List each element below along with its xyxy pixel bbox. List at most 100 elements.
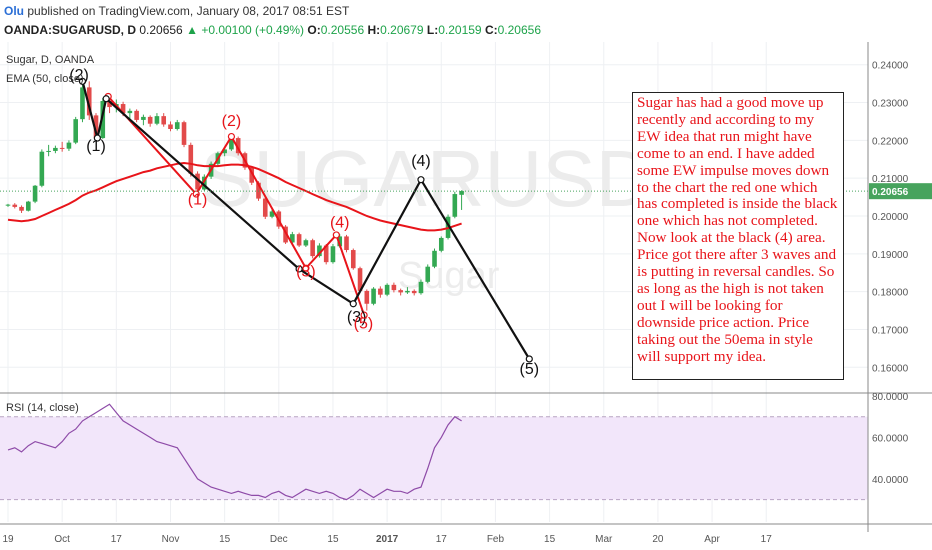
candle-body — [411, 290, 417, 294]
candle-body — [438, 237, 444, 251]
candle-body — [344, 236, 349, 251]
candle-body — [80, 87, 85, 120]
open-value: 0.20556 — [320, 23, 365, 37]
candle-body — [418, 281, 424, 294]
candle-body — [168, 124, 173, 129]
candle-body — [100, 101, 106, 139]
y-tick-label: 0.16000 — [872, 363, 909, 374]
x-tick-label: Mar — [595, 534, 613, 545]
candle-body — [154, 116, 160, 124]
y-tick-label: 0.17000 — [872, 325, 909, 336]
candle-body — [188, 144, 194, 174]
high-value: 0.20679 — [380, 23, 424, 37]
candle-body — [222, 149, 227, 154]
candle-body — [202, 176, 207, 190]
red-wave-point — [302, 264, 310, 272]
candle-body — [405, 290, 410, 293]
symbol: OANDA:SUGARUSD, D — [4, 23, 136, 37]
black-wave-point — [349, 300, 357, 308]
published-text: published on TradingView.com, January 08… — [27, 4, 350, 18]
y-tick-label: 0.20000 — [872, 212, 909, 223]
publish-line: Olu published on TradingView.com, Januar… — [4, 4, 349, 18]
candle-body — [452, 194, 458, 217]
x-tick-label: 17 — [111, 534, 123, 545]
candle-body — [378, 288, 383, 295]
wave-label: (4) — [411, 153, 431, 170]
candle-body — [53, 147, 58, 151]
wave-label: (2) — [222, 113, 242, 130]
candle-body — [364, 290, 370, 304]
x-tick-label: Oct — [54, 534, 70, 545]
x-tick-label: 15 — [544, 534, 556, 545]
high-label: H: — [367, 23, 381, 37]
candle-body — [350, 250, 356, 269]
candle-body — [46, 150, 51, 152]
candle-body — [26, 201, 31, 211]
change-value: +0.00100 (+0.49%) — [201, 23, 305, 37]
chart-area[interactable]: SUGARUSD, Sugar (2)(1)(2)(1)(4)(3)(3)(5)… — [0, 42, 932, 550]
candle-body — [12, 204, 18, 207]
candle-body — [269, 211, 275, 217]
x-tick-label: 17 — [436, 534, 448, 545]
candle-body — [195, 173, 200, 190]
x-tick-label: Feb — [487, 534, 505, 545]
candle-body — [5, 204, 11, 206]
black-wave-point — [417, 176, 425, 184]
red-wave-point — [332, 231, 340, 239]
candle-body — [86, 87, 92, 116]
wave-label: (3) — [296, 264, 316, 281]
black-wave-point — [525, 355, 533, 363]
candle-body — [147, 116, 153, 124]
wave-lines — [78, 77, 533, 363]
current-price-tag — [869, 183, 932, 200]
candle-body — [303, 240, 309, 246]
y-tick-label: 0.18000 — [872, 288, 909, 299]
candle-body — [290, 234, 295, 243]
candle-body — [73, 119, 78, 143]
author-name[interactable]: Olu — [4, 4, 24, 18]
candle-body — [384, 284, 390, 295]
current-price-label: 0.20656 — [872, 187, 909, 198]
low-label: L: — [426, 23, 439, 37]
ema-50-line — [7, 161, 462, 232]
candle-body — [93, 115, 99, 139]
candle-body — [249, 167, 255, 183]
candle-body — [174, 122, 180, 129]
candle-body — [161, 116, 167, 125]
close-value: 0.20656 — [497, 23, 542, 37]
x-tick-label: Apr — [704, 534, 720, 545]
wave-label: (1) — [188, 192, 208, 209]
candle-body — [330, 246, 336, 263]
wave-label: (5) — [520, 361, 540, 378]
candle-body — [39, 151, 45, 186]
rsi-legend: RSI (14, close) — [6, 402, 79, 414]
black-wave-point — [102, 95, 110, 103]
candle-body — [256, 182, 261, 199]
candle-body — [235, 138, 241, 154]
x-tick-label: Dec — [270, 534, 288, 545]
x-tick-label: 20 — [652, 534, 664, 545]
rsi-tick-label: 40.0000 — [872, 475, 909, 486]
wave-labels: (2)(1)(2)(1)(4)(3)(3)(5)(4)(5) — [69, 67, 539, 378]
candle-body — [296, 234, 302, 246]
candle-body — [459, 191, 464, 195]
symbol-line: OANDA:SUGARUSD, D 0.20656 ▲ +0.00100 (+0… — [4, 23, 541, 37]
red-wave-point — [192, 190, 200, 198]
red-wave-point — [360, 311, 368, 319]
candle-body — [337, 236, 343, 247]
axes: 0.24000 0.23000 0.22000 0.21000 0.20000 0.190… — [0, 42, 932, 545]
black-wave-point — [93, 134, 101, 142]
candle-body — [262, 198, 268, 217]
red-wave-line — [107, 95, 366, 316]
rsi-band — [0, 416, 868, 500]
header: Olu published on TradingView.com, Januar… — [0, 0, 932, 42]
ema-line — [7, 161, 462, 232]
last-price: 0.20656 — [139, 23, 183, 37]
y-tick-label: 0.21000 — [872, 174, 909, 185]
ema-legend: EMA (50, close) — [6, 73, 84, 85]
change-arrow: ▲ — [186, 23, 198, 37]
x-tick-label: 19 — [2, 534, 14, 545]
y-tick-label: 0.23000 — [872, 99, 909, 110]
chart-title: Sugar, D, OANDA — [6, 54, 95, 66]
low-value: 0.20159 — [438, 23, 482, 37]
